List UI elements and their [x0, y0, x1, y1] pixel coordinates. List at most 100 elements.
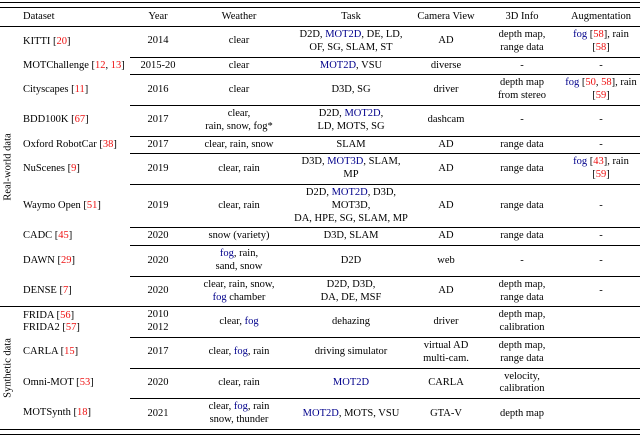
citation-ref[interactable]: 45 — [58, 230, 69, 242]
cell-text: - — [599, 254, 603, 266]
cell-text: MOTSynth [ — [23, 407, 77, 419]
cell-year: 2010 2012 — [130, 306, 186, 338]
citation-ref[interactable]: 59 — [595, 90, 607, 102]
cell-line: fog [43], rain [59] — [564, 156, 638, 182]
citation-ref[interactable]: 9 — [71, 162, 77, 174]
cell-dataset: Waymo Open [51] — [18, 184, 130, 227]
citation-ref[interactable]: 11 — [74, 83, 85, 95]
citation-ref[interactable]: 13 — [110, 59, 122, 71]
cell-info: range data — [482, 135, 562, 154]
citation-ref[interactable]: 7 — [62, 284, 69, 296]
cell-text: ] — [84, 83, 89, 95]
keyword-highlight: fog — [219, 248, 234, 260]
cell-text: 2019 — [147, 162, 169, 174]
cell-line: - — [564, 60, 638, 73]
cell-line: OF, SG, SLAM, ST — [294, 42, 408, 55]
citation-ref[interactable]: 43 — [593, 156, 604, 168]
cell-text: range data — [500, 291, 544, 303]
citation-ref[interactable]: 59 — [595, 169, 607, 181]
cell-text: 2017 — [147, 346, 169, 358]
section-label-real-world: Real-world data — [0, 27, 18, 307]
cell-camera: diverse — [410, 56, 482, 75]
cell-task: SLAM — [292, 135, 410, 154]
cell-year: 2020 — [130, 227, 186, 246]
keyword-highlight: fog — [233, 401, 248, 413]
cell-line: clear, rain — [188, 377, 290, 390]
cell-line: - — [564, 255, 638, 268]
cell-aug: - — [562, 183, 640, 228]
keyword-highlight: MOT3D — [327, 156, 364, 168]
cell-aug — [562, 336, 640, 369]
citation-ref[interactable]: 51 — [86, 199, 98, 211]
cell-text: clear, rain, snow, — [203, 278, 275, 290]
citation-ref[interactable]: 58 — [601, 77, 612, 89]
cell-text: ] — [68, 230, 73, 242]
cell-text: Cityscapes [ — [23, 83, 75, 95]
cell-line: from stereo — [484, 90, 560, 103]
cell-year: 2016 — [130, 74, 186, 106]
cell-text: Waymo Open [ — [23, 199, 87, 211]
cell-text: D3D, — [301, 156, 328, 168]
cell-line: 2017 — [132, 346, 184, 359]
cell-line: AD — [412, 230, 480, 243]
cell-task: D2D, MOT2D, D3D, MOT3D, DA, HPE, SG, SLAM… — [292, 183, 410, 228]
cell-text: [ — [587, 29, 594, 40]
cell-text: AD — [438, 138, 454, 150]
cell-info: depth map from stereo — [482, 74, 562, 106]
citation-ref[interactable]: 58 — [595, 41, 607, 53]
citation-ref[interactable]: 20 — [56, 35, 68, 47]
cell-line: fog [58], rain [58] — [564, 29, 638, 55]
cell-text: clear — [228, 35, 250, 47]
cell-line: Cityscapes [11] — [23, 84, 128, 97]
cell-line: calibration — [484, 383, 560, 396]
cell-line: - — [564, 139, 638, 152]
cell-line: 2020 — [132, 230, 184, 243]
cell-text: Omni-MOT [ — [23, 376, 80, 388]
cell-text: ] — [87, 407, 91, 419]
cell-text: driver — [433, 315, 459, 327]
cell-year: 2019 — [130, 183, 186, 228]
cell-aug: - — [562, 135, 640, 154]
cell-line: AD — [412, 200, 480, 213]
cell-dataset: Cityscapes [11] — [18, 75, 130, 106]
citation-ref[interactable]: 12 — [95, 59, 106, 71]
cell-task: MOT2D — [292, 367, 410, 399]
cell-text: KITTI [ — [23, 35, 57, 47]
cell-line: CARLA — [412, 377, 480, 390]
cell-dataset: NuScenes [9] — [18, 154, 130, 185]
table-row: MOTChallenge [12, 13] 2015-20 clear MOT2D, … — [0, 56, 640, 75]
keyword-highlight: fog — [244, 315, 259, 327]
cell-text: DA, HPE, SG, SLAM, MP — [294, 212, 408, 224]
citation-ref[interactable]: 56 — [60, 309, 71, 321]
citation-ref[interactable]: 29 — [60, 254, 72, 266]
cell-text: range data — [500, 41, 544, 53]
cell-line: 2019 — [132, 163, 184, 176]
cell-text: calibration — [499, 383, 545, 395]
citation-ref[interactable]: 57 — [65, 322, 77, 334]
cell-camera: AD — [410, 135, 482, 154]
cell-text: , SLAM, MP — [343, 156, 401, 181]
cell-text: , VSU — [356, 59, 383, 71]
section-label-text: Real-world data — [2, 132, 14, 201]
cell-camera: AD — [410, 275, 482, 307]
citation-ref[interactable]: 38 — [102, 138, 114, 150]
cell-text: virtual AD — [423, 339, 469, 351]
citation-ref[interactable]: 15 — [64, 346, 75, 358]
citation-ref[interactable]: 67 — [74, 114, 86, 126]
citation-ref[interactable]: 53 — [79, 376, 91, 388]
cell-year: 2020 — [130, 245, 186, 277]
citation-ref[interactable]: 18 — [76, 407, 88, 419]
cell-text: clear, — [208, 346, 234, 358]
cell-text: [ — [579, 77, 586, 89]
citation-ref[interactable]: 58 — [593, 29, 604, 40]
cell-year: 2015-20 — [130, 56, 186, 75]
cell-text: , — [595, 77, 602, 89]
cell-line: clear, — [188, 108, 290, 121]
citation-ref[interactable]: 50 — [585, 77, 596, 89]
cell-line: driving simulator — [294, 346, 408, 359]
cell-line: BDD100K [67] — [23, 114, 128, 127]
cell-text: GTA-V — [430, 407, 462, 419]
cell-line: driver — [412, 84, 480, 97]
cell-text: calibration — [499, 322, 545, 334]
cell-line: DAWN [29] — [23, 255, 128, 268]
